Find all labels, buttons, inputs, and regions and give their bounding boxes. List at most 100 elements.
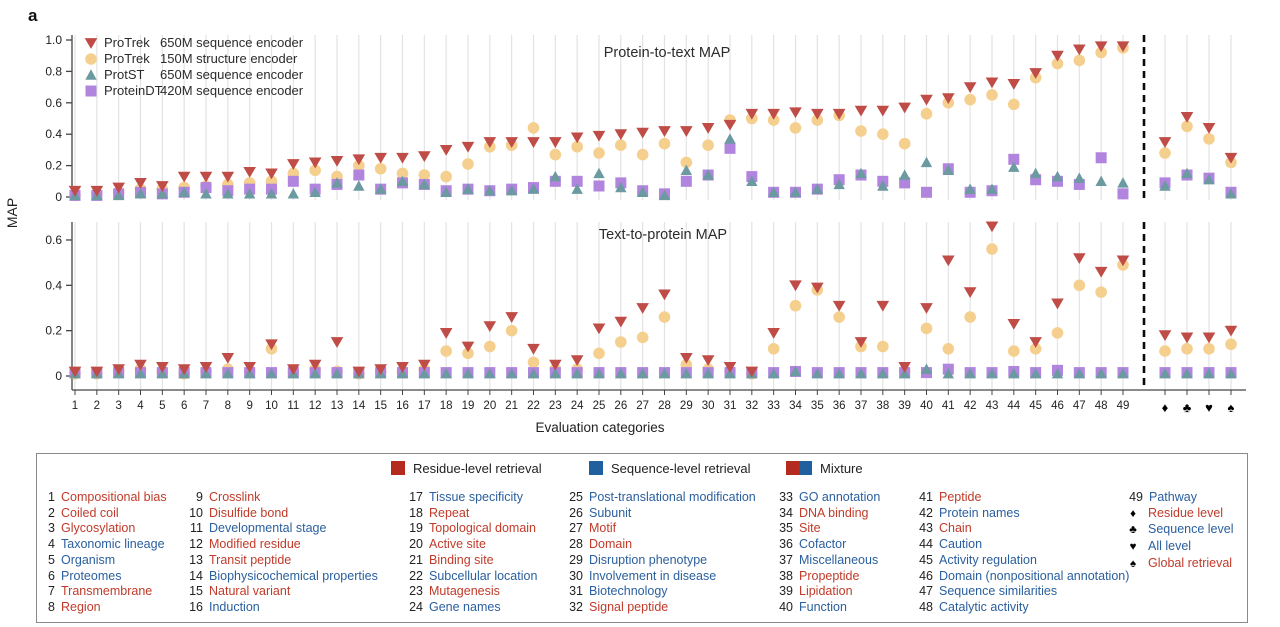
data-point-circle: [527, 356, 540, 369]
category-label: Biophysicochemical properties: [209, 568, 378, 583]
category-legend-row: 15 Natural variant: [185, 584, 378, 600]
x-category-label: 33: [767, 400, 780, 412]
data-point-triangle-up: [1073, 172, 1086, 183]
data-point-circle: [1181, 342, 1193, 355]
data-point-triangle-down: [461, 341, 475, 353]
category-number: 6: [48, 568, 55, 583]
category-legend-row: 44 Caution: [915, 537, 1129, 553]
data-point-circle: [877, 128, 889, 140]
category-legend-row: 34 DNA binding: [775, 506, 880, 522]
data-point-triangle-down: [920, 303, 933, 314]
data-point-triangle-down: [505, 137, 518, 148]
data-point-triangle-down: [811, 282, 824, 294]
category-legend-row: 1 Compositional bias: [41, 490, 167, 506]
data-point-circle: [593, 347, 605, 360]
data-point-triangle-down: [265, 339, 278, 351]
data-point-triangle-up: [593, 368, 605, 379]
x-category-label: 27: [636, 400, 649, 412]
data-point-triangle-up: [636, 368, 649, 379]
category-number: 22: [409, 568, 423, 583]
category-legend-row: 39 Lipidation: [775, 584, 880, 600]
data-point-triangle-up: [527, 183, 540, 194]
data-point-triangle-down: [134, 359, 147, 371]
data-point-triangle-down: [1116, 41, 1130, 53]
data-point-triangle-down: [1180, 112, 1194, 123]
x-category-label: 22: [527, 400, 540, 412]
data-point-triangle-up: [374, 183, 387, 194]
suit-legend-row: ♠ Global retrieval: [1123, 556, 1233, 573]
data-point-triangle-up: [811, 368, 824, 379]
category-number: 27: [569, 521, 583, 536]
data-point-triangle-up: [571, 368, 583, 379]
x-category-label: 31: [724, 400, 737, 412]
data-point-triangle-down: [898, 102, 911, 114]
x-category-label: 34: [789, 400, 802, 412]
data-point-triangle-down: [112, 364, 125, 376]
category-label: Taxonomic lineage: [61, 537, 165, 552]
retrieval-legend-item: Mixture: [786, 461, 863, 477]
category-number: 33: [779, 490, 793, 504]
category-label: Modified residue: [209, 537, 301, 552]
data-point-circle: [636, 331, 649, 344]
data-point-triangle-up: [222, 368, 234, 379]
data-point-triangle-down: [658, 126, 671, 137]
category-number: 47: [919, 584, 933, 599]
data-point-triangle-down: [1051, 50, 1064, 62]
category-label: Compositional bias: [61, 490, 167, 504]
x-category-label: 21: [505, 400, 518, 412]
suit-symbol: ♠: [1129, 557, 1137, 570]
retrieval-swatch: [799, 461, 812, 475]
data-point-triangle-up: [505, 185, 518, 196]
category-number: 40: [779, 599, 793, 614]
data-point-triangle-down: [374, 364, 387, 376]
category-legend-row: 35 Site: [775, 521, 880, 537]
category-legend-row: 17 Tissue specificity: [405, 490, 537, 506]
category-legend-row: 21 Binding site: [405, 553, 537, 569]
category-label: Disulfide bond: [209, 505, 289, 520]
data-point-triangle-up: [964, 183, 976, 194]
data-point-triangle-down: [701, 355, 715, 367]
x-category-label: 35: [811, 400, 824, 412]
data-point-circle: [309, 164, 321, 177]
encoder-legend-desc: 650M sequence encoder: [160, 67, 304, 82]
data-point-triangle-up: [615, 181, 627, 193]
data-point-triangle-down: [1094, 41, 1108, 53]
data-point-circle: [1095, 286, 1107, 298]
data-point-triangle-down: [723, 119, 737, 131]
category-legend-row: 46 Domain (nonpositional annotation): [915, 569, 1129, 585]
category-column: 17 Tissue specificity 18 Repeat 19 Topologica…: [405, 490, 537, 616]
data-point-triangle-up: [112, 189, 125, 201]
category-number: 28: [569, 537, 583, 552]
data-point-triangle-down: [745, 108, 759, 120]
data-point-triangle-up: [178, 186, 190, 197]
category-label: Crosslink: [209, 490, 261, 504]
data-point-triangle-up: [877, 180, 889, 191]
data-point-triangle-down: [1007, 79, 1021, 90]
y-tick-label: 0.8: [45, 64, 62, 78]
x-category-label: 8: [225, 400, 231, 412]
data-point-triangle-up: [942, 164, 955, 176]
data-point-circle: [1051, 327, 1064, 339]
x-suit-symbol: ♠: [1228, 400, 1235, 415]
encoder-legend-name: ProTrek: [104, 51, 150, 66]
data-point-triangle-up: [418, 368, 431, 379]
category-legend-row: 29 Disruption phenotype: [565, 553, 756, 569]
x-category-label: 30: [702, 400, 715, 412]
x-category-label: 37: [855, 400, 868, 412]
data-point-triangle-up: [1203, 174, 1215, 185]
category-legend-row: 27 Motif: [565, 521, 756, 537]
category-column: 25 Post-translational modification 26 Subun…: [565, 490, 756, 616]
category-label: Mutagenesis: [429, 584, 500, 599]
category-label: Lipidation: [799, 584, 853, 599]
data-point-triangle-down: [1224, 325, 1238, 337]
data-point-circle: [1159, 345, 1171, 357]
encoder-legend-desc: 150M structure encoder: [160, 51, 298, 66]
suit-legend-row: ♦ Residue level: [1123, 506, 1233, 523]
x-suit-symbol: ♦: [1162, 400, 1169, 415]
x-category-label: 23: [549, 400, 562, 412]
x-category-label: 3: [115, 400, 121, 412]
data-point-triangle-up: [527, 368, 540, 379]
data-point-triangle-up: [1051, 368, 1064, 379]
category-label: Repeat: [429, 505, 470, 520]
y-tick-label: 0.4: [45, 127, 62, 141]
